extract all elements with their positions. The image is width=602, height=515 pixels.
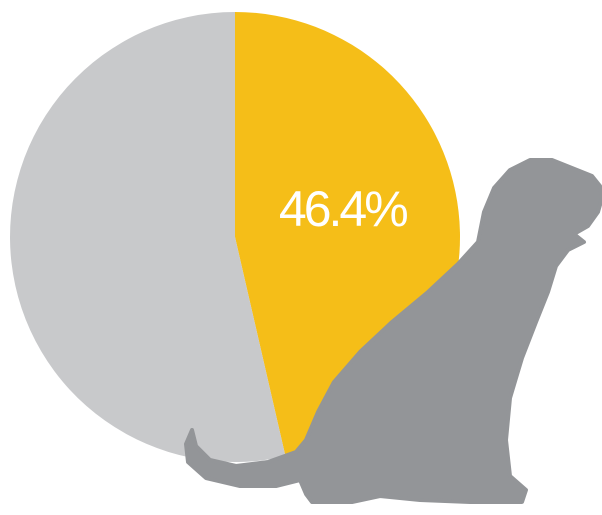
pie-slice bbox=[10, 12, 286, 462]
dog-silhouette bbox=[184, 158, 602, 504]
slice-label: 46.4% bbox=[279, 181, 407, 237]
